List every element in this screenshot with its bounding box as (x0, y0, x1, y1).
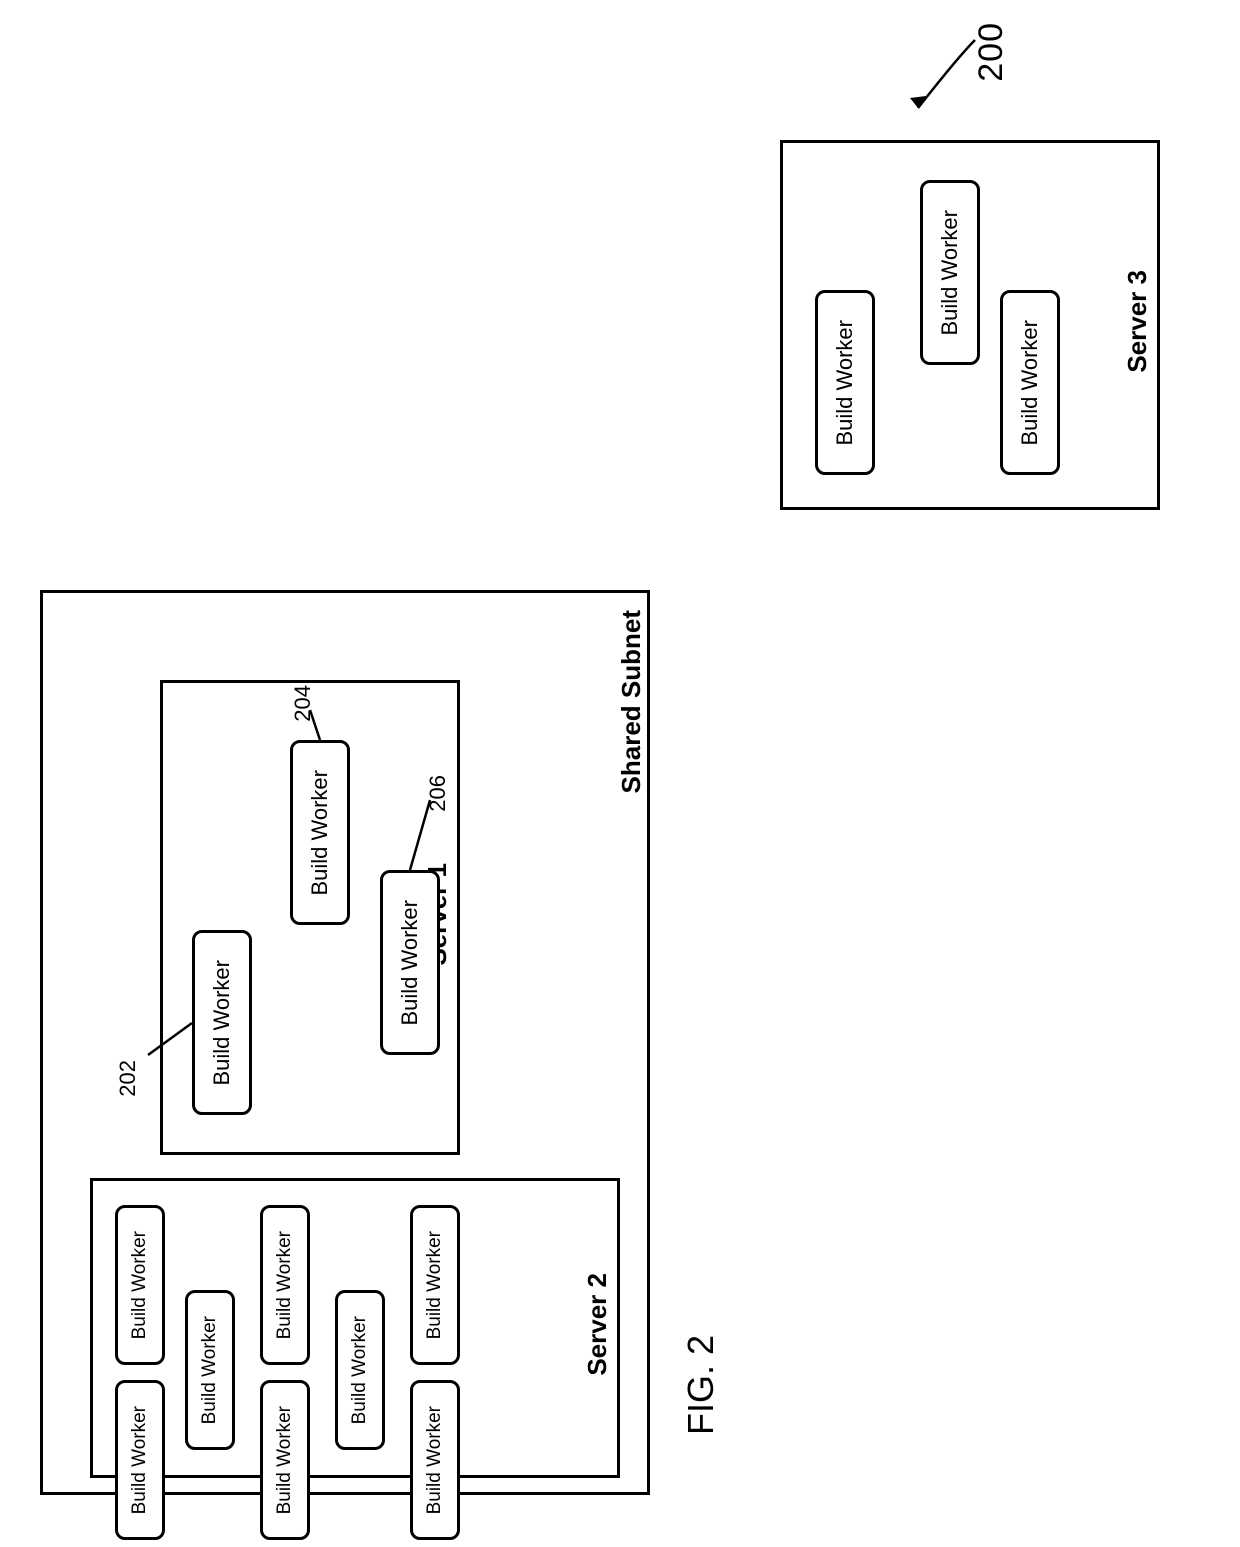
build-worker: Build Worker (115, 1205, 165, 1365)
callout-202: 202 (115, 1060, 141, 1097)
build-worker: Build Worker (380, 870, 440, 1055)
build-worker: Build Worker (410, 1205, 460, 1365)
build-worker: Build Worker (815, 290, 875, 475)
shared-subnet-label: Shared Subnet (616, 610, 647, 793)
figure-ref-200: 200 (972, 22, 1011, 82)
build-worker: Build Worker (410, 1380, 460, 1540)
callout-206: 206 (425, 775, 451, 812)
build-worker: Build Worker (290, 740, 350, 925)
figure-caption: FIG. 2 (680, 1335, 722, 1435)
server-3-title: Server 3 (1122, 270, 1153, 373)
callout-204: 204 (290, 685, 316, 722)
build-worker: Build Worker (115, 1380, 165, 1540)
build-worker: Build Worker (335, 1290, 385, 1450)
build-worker: Build Worker (920, 180, 980, 365)
build-worker: Build Worker (192, 930, 252, 1115)
build-worker: Build Worker (185, 1290, 235, 1450)
build-worker: Build Worker (1000, 290, 1060, 475)
figure-canvas: 200 Shared Subnet Server 1 Build Worker … (0, 0, 1240, 1547)
build-worker: Build Worker (260, 1380, 310, 1540)
server-2-title: Server 2 (582, 1273, 613, 1376)
build-worker: Build Worker (260, 1205, 310, 1365)
